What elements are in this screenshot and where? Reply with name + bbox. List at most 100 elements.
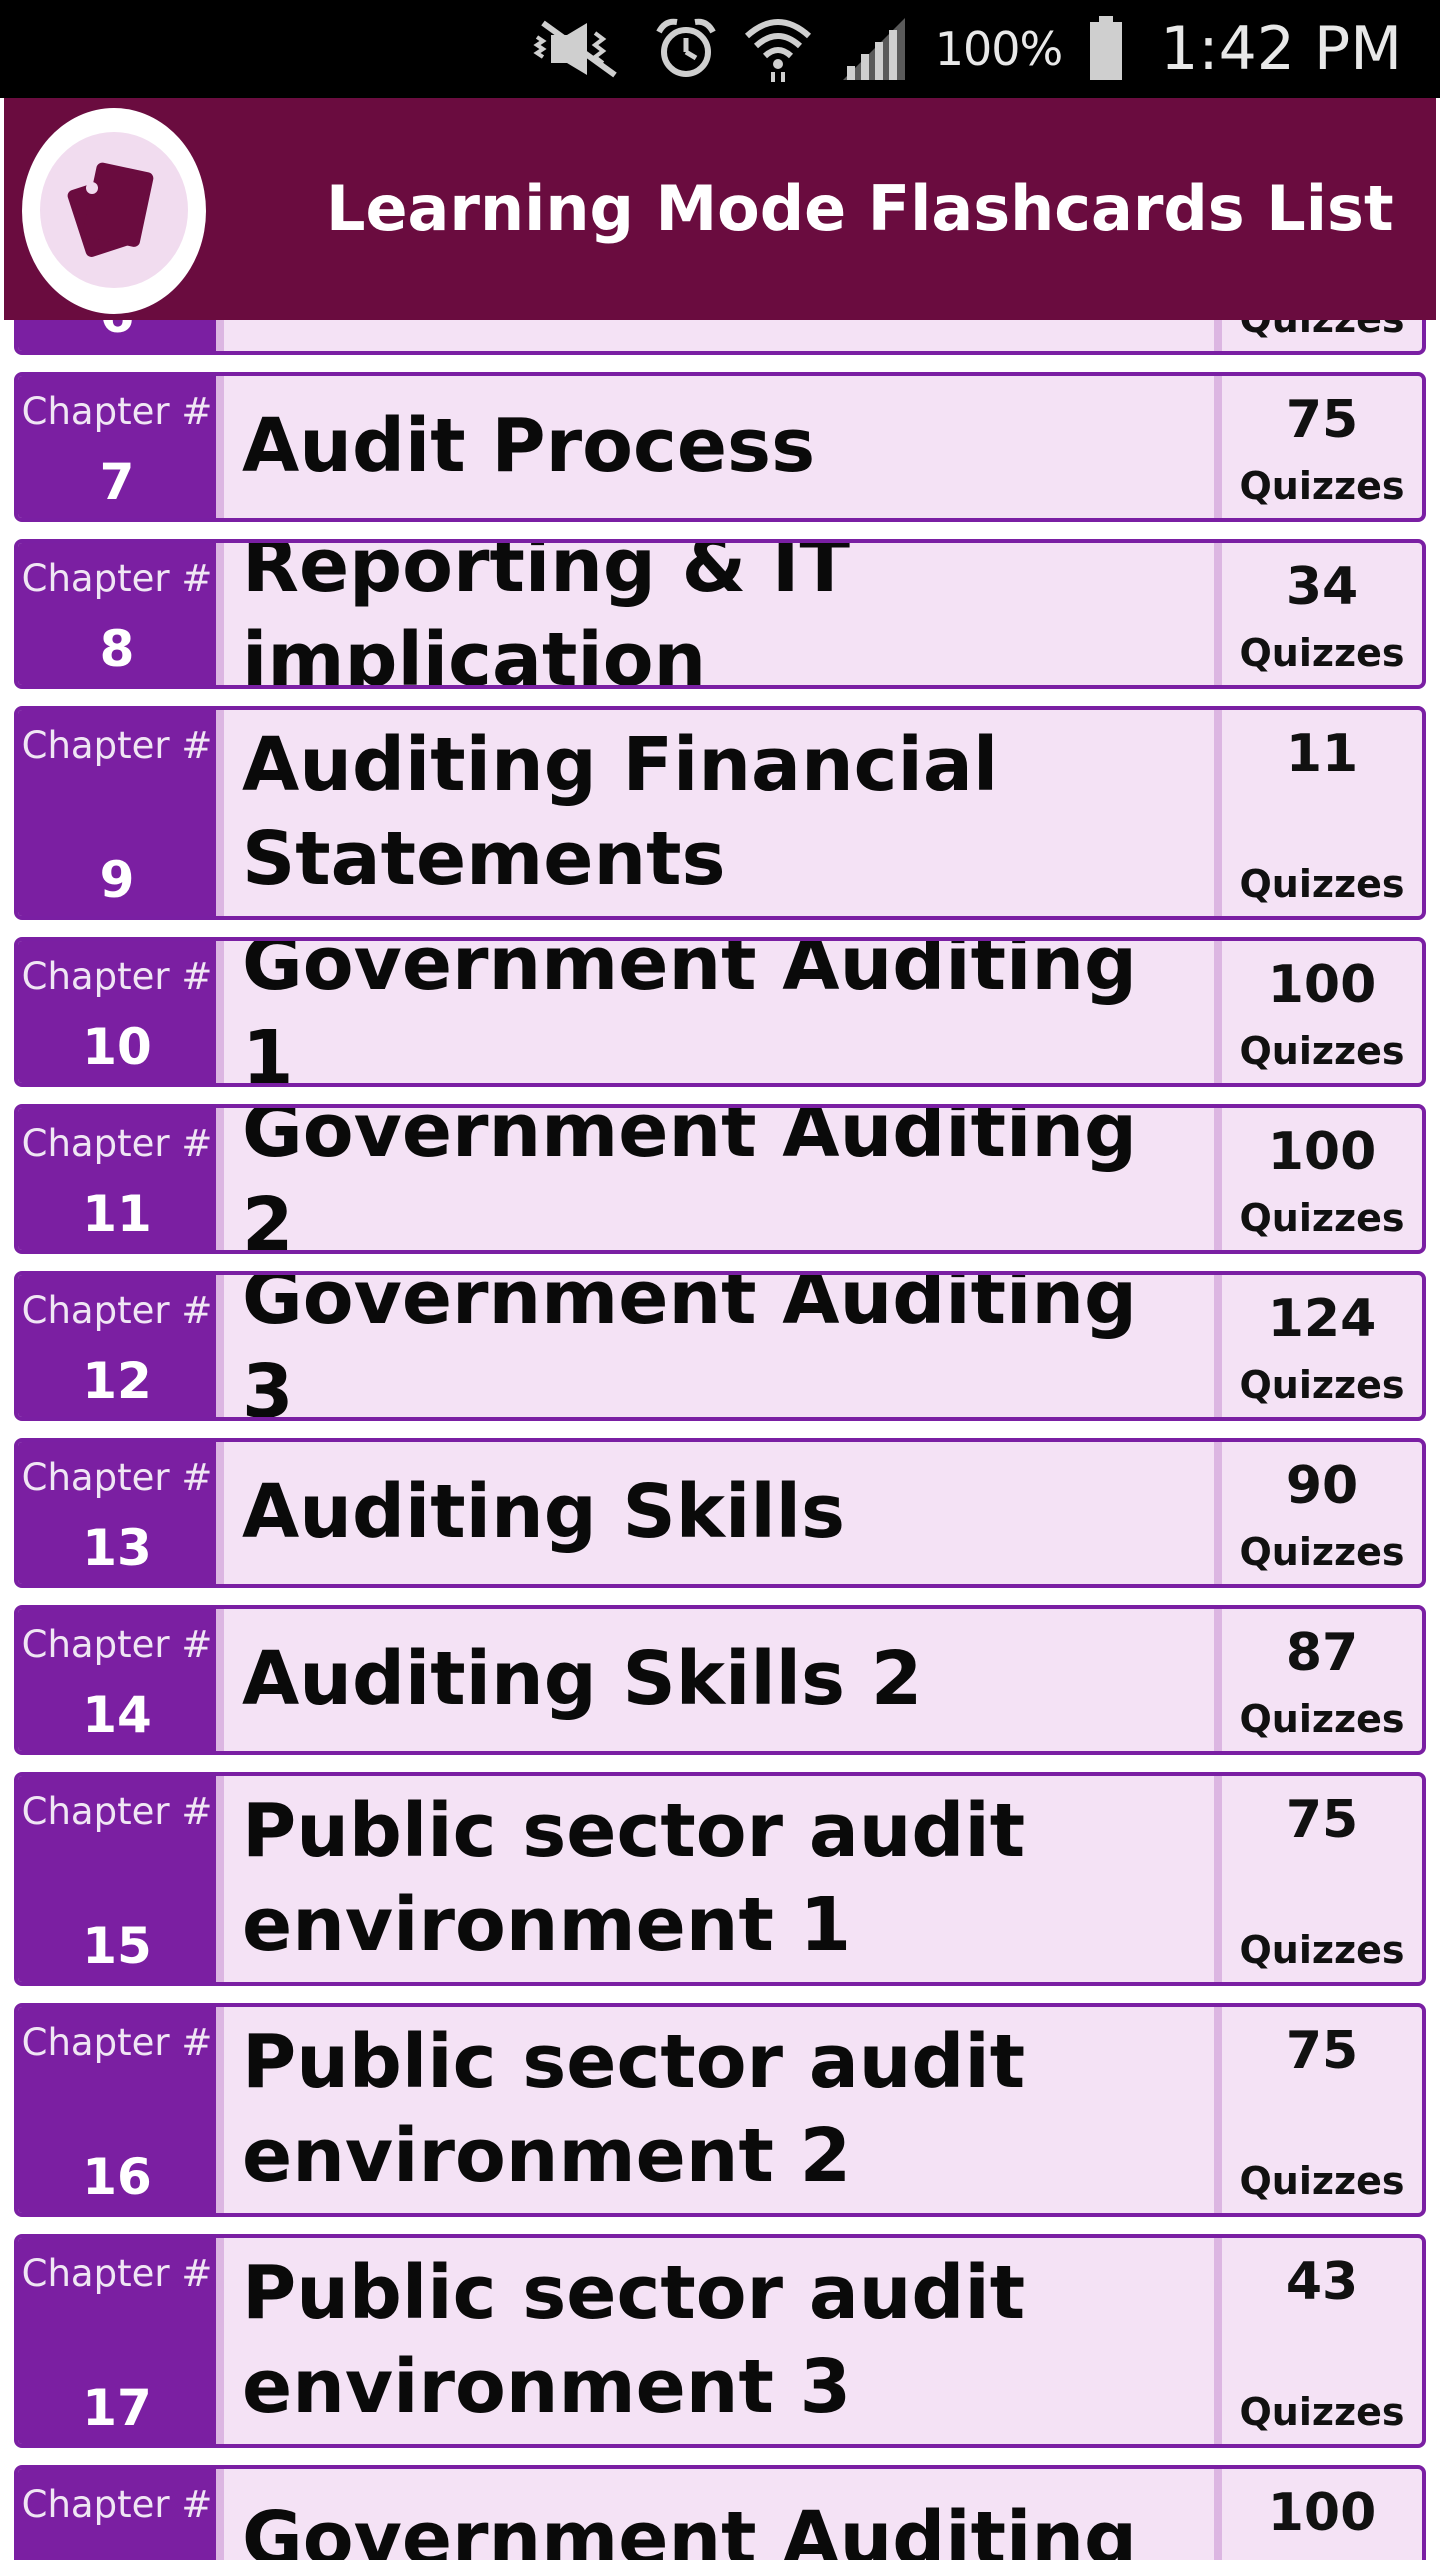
quiz-label: Quizzes — [1239, 862, 1405, 906]
chapter-title: Audit Process — [224, 376, 1222, 518]
chapter-title: Government Auditing 1 — [224, 941, 1222, 1083]
quiz-count: 100 Quizzes — [1222, 941, 1422, 1083]
quiz-number: 124 — [1267, 1289, 1377, 1349]
chapter-row[interactable]: Chapter # 10 Government Auditing 1 100 Quizz… — [14, 937, 1426, 1087]
chapter-row[interactable]: Chapter # 14 Auditing Skills 2 87 Quizzes — [14, 1605, 1426, 1755]
wifi-icon — [743, 14, 813, 84]
chapter-row[interactable]: Chapter #9 Auditing Financial Statements 1… — [14, 706, 1426, 920]
chapter-row[interactable]: Chapter # 17 Public sector audit environme… — [14, 2234, 1426, 2448]
quiz-label: Quizzes — [1239, 1530, 1405, 1574]
quiz-number: 75 — [1285, 390, 1359, 450]
quiz-label: Quizzes — [1239, 2159, 1405, 2203]
quiz-number: 100 — [1267, 1122, 1377, 1182]
alarm-icon — [655, 18, 717, 80]
chapter-number: 8 — [99, 620, 135, 678]
chapter-label: Chapter # — [21, 1790, 213, 1833]
quiz-number: 87 — [1285, 1623, 1359, 1683]
quiz-label: Quizzes — [1239, 1196, 1405, 1240]
chapter-label: Chapter # — [21, 955, 213, 998]
chapter-title: Government Auditing 3 — [224, 1275, 1222, 1417]
quiz-count: 11 Quizzes — [1222, 710, 1422, 916]
chapter-badge: Chapter # 11 — [18, 1108, 224, 1250]
chapter-row[interactable]: Chapter # 16 Public sector audit environme… — [14, 2003, 1426, 2217]
chapter-number: 16 — [82, 2148, 152, 2206]
chapter-row[interactable]: Chapter # Government Auditing 100 Quizzes — [14, 2465, 1426, 2560]
chapter-title: Auditing Skills 2 — [224, 1609, 1222, 1751]
quiz-count: 90 Quizzes — [1222, 1442, 1422, 1584]
chapter-number: 9 — [99, 851, 135, 909]
chapter-row[interactable]: Chapter # 7 Audit Process 75 Quizzes — [14, 372, 1426, 522]
quiz-count: 87 Quizzes — [1222, 1609, 1422, 1751]
chapter-row[interactable]: Chapter #6 Quizzes — [14, 320, 1426, 355]
chapter-row[interactable]: Chapter # 15 Public sector audit environme… — [14, 1772, 1426, 1986]
quiz-label: Quizzes — [1239, 1363, 1405, 1407]
chapter-row[interactable]: Chapter # 12 Government Auditing 3 124 Quizz… — [14, 1271, 1426, 1421]
chapter-label: Chapter # — [21, 724, 213, 767]
chapter-badge: Chapter # 9 — [18, 710, 224, 916]
chapter-badge: Chapter # 14 — [18, 1609, 224, 1751]
chapter-badge: Chapter # 12 — [18, 1275, 224, 1417]
chapter-badge: Chapter # 7 — [18, 376, 224, 518]
chapter-title: Public sector audit environment 3 — [224, 2238, 1222, 2444]
chapter-row[interactable]: Chapter # 11 Government Auditing 2 100 Quizz… — [14, 1104, 1426, 1254]
chapter-badge: Chapter # 16 — [18, 2007, 224, 2213]
flashcards-logo-icon — [67, 162, 154, 257]
quiz-number: 100 — [1267, 2483, 1377, 2543]
chapter-label: Chapter # — [21, 2021, 213, 2064]
chapter-label: Chapter # — [21, 1623, 213, 1666]
chapter-title: Auditing Financial Statements — [224, 710, 1222, 916]
chapter-label: Chapter # — [21, 557, 213, 600]
quiz-count: 124 Quizzes — [1222, 1275, 1422, 1417]
quiz-label: Quizzes — [1239, 2390, 1405, 2434]
mute-vibrate-icon — [533, 19, 629, 79]
chapter-title — [224, 320, 1222, 351]
chapter-title: Auditing Skills — [224, 1442, 1222, 1584]
quiz-number: 34 — [1285, 557, 1359, 617]
chapter-number: 10 — [82, 1018, 152, 1076]
chapter-title: Government Auditing 2 — [224, 1108, 1222, 1250]
chapter-number: 12 — [82, 1352, 152, 1410]
chapter-row[interactable]: Chapter # 8 Reporting & IT implication 34 Qu… — [14, 539, 1426, 689]
quiz-number: 75 — [1285, 2021, 1359, 2081]
quiz-label: Quizzes — [1239, 320, 1404, 341]
quiz-number: 75 — [1285, 1790, 1359, 1850]
quiz-number: 11 — [1285, 724, 1359, 784]
quiz-count: 75 Quizzes — [1222, 1776, 1422, 1982]
quiz-number: 43 — [1285, 2252, 1359, 2312]
status-icons: 100% 1:42 PM — [533, 0, 1402, 98]
battery-percentage: 100% — [934, 22, 1064, 76]
quiz-count: 100 Quizzes — [1222, 1108, 1422, 1250]
chapter-number: 13 — [82, 1519, 152, 1577]
chapter-label: Chapter # — [21, 1456, 213, 1499]
chapter-badge: Chapter # 8 — [18, 543, 224, 685]
quiz-count: 34 Quizzes — [1222, 543, 1422, 685]
quiz-count: 43 Quizzes — [1222, 2238, 1422, 2444]
quiz-number: 100 — [1267, 955, 1377, 1015]
chapter-title: Public sector audit environment 1 — [224, 1776, 1222, 1982]
app-logo[interactable] — [22, 108, 206, 314]
chapter-number: 17 — [82, 2379, 152, 2437]
quiz-count: 75 Quizzes — [1222, 2007, 1422, 2213]
chapter-label: Chapter # — [21, 1122, 213, 1165]
status-clock: 1:42 PM — [1160, 14, 1402, 84]
chapter-badge: Chapter # 13 — [18, 1442, 224, 1584]
chapter-number: 6 — [100, 320, 135, 343]
chapter-label: Chapter # — [21, 1289, 213, 1332]
chapter-number: 7 — [99, 453, 135, 511]
quiz-count: Quizzes — [1222, 320, 1422, 351]
chapter-number: 15 — [82, 1917, 152, 1975]
chapter-row[interactable]: Chapter # 13 Auditing Skills 90 Quizzes — [14, 1438, 1426, 1588]
quiz-label: Quizzes — [1239, 631, 1405, 675]
app-header: Learning Mode Flashcards List — [4, 98, 1436, 320]
chapter-number: 14 — [82, 1686, 152, 1744]
chapter-badge: Chapter # 10 — [18, 941, 224, 1083]
chapter-title: Public sector audit environment 2 — [224, 2007, 1222, 2213]
quiz-label: Quizzes — [1239, 464, 1405, 508]
quiz-number: 90 — [1285, 1456, 1359, 1516]
page-title: Learning Mode Flashcards List — [326, 172, 1394, 245]
chapter-badge: Chapter #6 — [18, 320, 224, 351]
quiz-label: Quizzes — [1239, 1928, 1405, 1972]
chapter-badge: Chapter # 17 — [18, 2238, 224, 2444]
